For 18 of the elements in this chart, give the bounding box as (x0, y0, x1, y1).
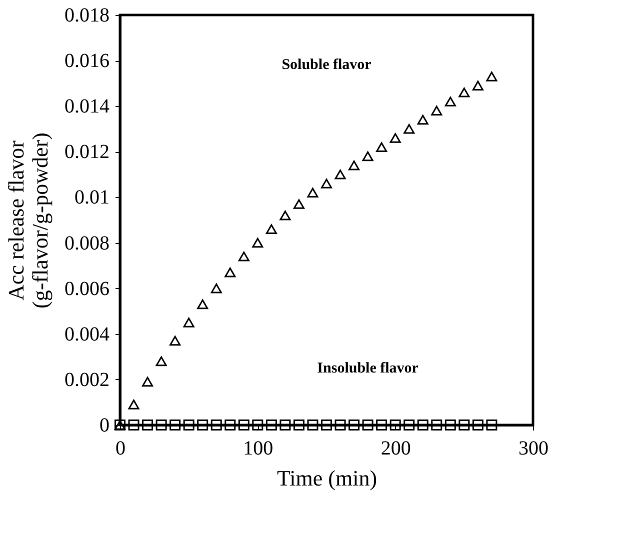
y-tick-label: 0.006 (64, 278, 110, 300)
y-tick-label: 0.004 (64, 323, 110, 346)
y-tick-label: 0.014 (64, 96, 110, 118)
y-tick-label: 0.012 (64, 141, 110, 164)
y-tick-label: 0.016 (64, 50, 110, 72)
y-axis-title: Acc release flavor (g-flavor/g-powder) (4, 132, 52, 308)
y-tick-label: 0.008 (64, 232, 110, 254)
y-tick-label: 0.002 (64, 368, 110, 391)
annotation: Insoluble flavor (317, 360, 419, 377)
y-tick-label: 0.018 (64, 4, 110, 26)
y-tick-label: 0 (100, 414, 110, 436)
x-tick-label: 100 (243, 438, 274, 460)
x-axis-title: Time (min) (276, 466, 378, 490)
annotation: Soluble flavor (282, 57, 372, 74)
x-tick-label: 0 (116, 438, 126, 460)
x-tick-label: 300 (518, 438, 548, 460)
y-tick-label: 0.01 (74, 186, 110, 209)
x-tick-label: 200 (380, 438, 411, 460)
